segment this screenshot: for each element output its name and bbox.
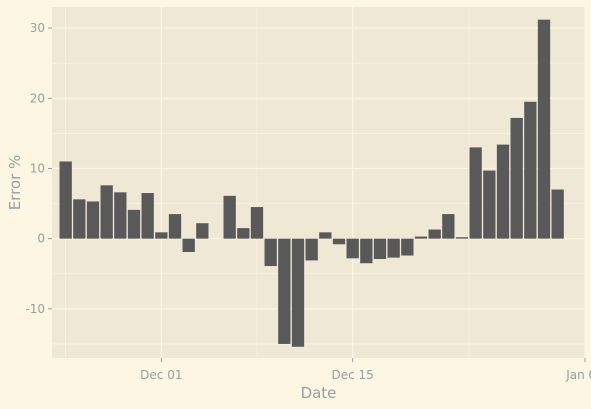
x-tick-label: Dec 01 <box>140 368 182 382</box>
bar <box>455 237 469 239</box>
bar <box>86 201 100 239</box>
grid-major <box>52 7 586 358</box>
bar <box>332 238 346 245</box>
bar <box>360 238 373 264</box>
bar <box>469 147 482 239</box>
bar <box>223 195 236 239</box>
x-tick-label: Jan 01 <box>565 368 591 382</box>
bar <box>182 238 195 252</box>
bar <box>305 238 318 261</box>
bar <box>319 232 332 239</box>
bar <box>442 214 455 239</box>
bar <box>114 192 127 239</box>
y-tick-label: -10 <box>25 302 45 316</box>
bar <box>510 117 523 239</box>
bars <box>59 19 564 347</box>
bar <box>168 214 182 239</box>
y-tick-label: 20 <box>30 91 45 105</box>
bar <box>428 229 441 239</box>
bar <box>237 228 250 239</box>
x-axis-title: Date <box>301 384 337 402</box>
bar <box>291 238 305 347</box>
bar <box>401 238 414 256</box>
bar <box>196 223 209 239</box>
x-axis: Dec 01 Dec 15 Jan 01 <box>140 358 591 382</box>
y-tick-label: 30 <box>30 21 45 35</box>
bar <box>59 161 72 239</box>
bar <box>141 193 154 239</box>
bar <box>483 170 496 239</box>
plot-panel <box>52 7 585 358</box>
bar <box>155 232 168 239</box>
bar <box>127 209 141 239</box>
x-tick-label: Dec 15 <box>332 368 374 382</box>
grid-minor <box>52 7 585 358</box>
bar <box>414 236 428 239</box>
bar <box>73 199 86 239</box>
y-tick-label: 0 <box>37 232 45 246</box>
y-axis-title: Error % <box>6 155 24 211</box>
bar <box>250 207 264 239</box>
bar <box>387 238 400 258</box>
bar <box>100 185 113 239</box>
bar <box>346 238 359 259</box>
y-tick-label: 10 <box>30 161 45 175</box>
bar <box>496 144 510 239</box>
bar <box>373 238 387 260</box>
bar <box>551 189 564 239</box>
bar <box>537 19 551 239</box>
y-axis: -10 0 10 20 30 <box>25 21 52 316</box>
bar <box>524 101 537 239</box>
bar <box>264 238 277 267</box>
bar <box>278 238 291 344</box>
